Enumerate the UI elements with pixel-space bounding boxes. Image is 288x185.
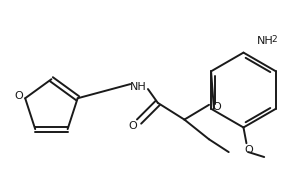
Text: O: O (244, 145, 253, 155)
Text: NH: NH (257, 36, 274, 46)
Text: O: O (129, 122, 138, 132)
Text: 2: 2 (271, 35, 277, 44)
Text: O: O (213, 102, 221, 112)
Text: NH: NH (130, 82, 147, 92)
Text: O: O (14, 91, 23, 101)
